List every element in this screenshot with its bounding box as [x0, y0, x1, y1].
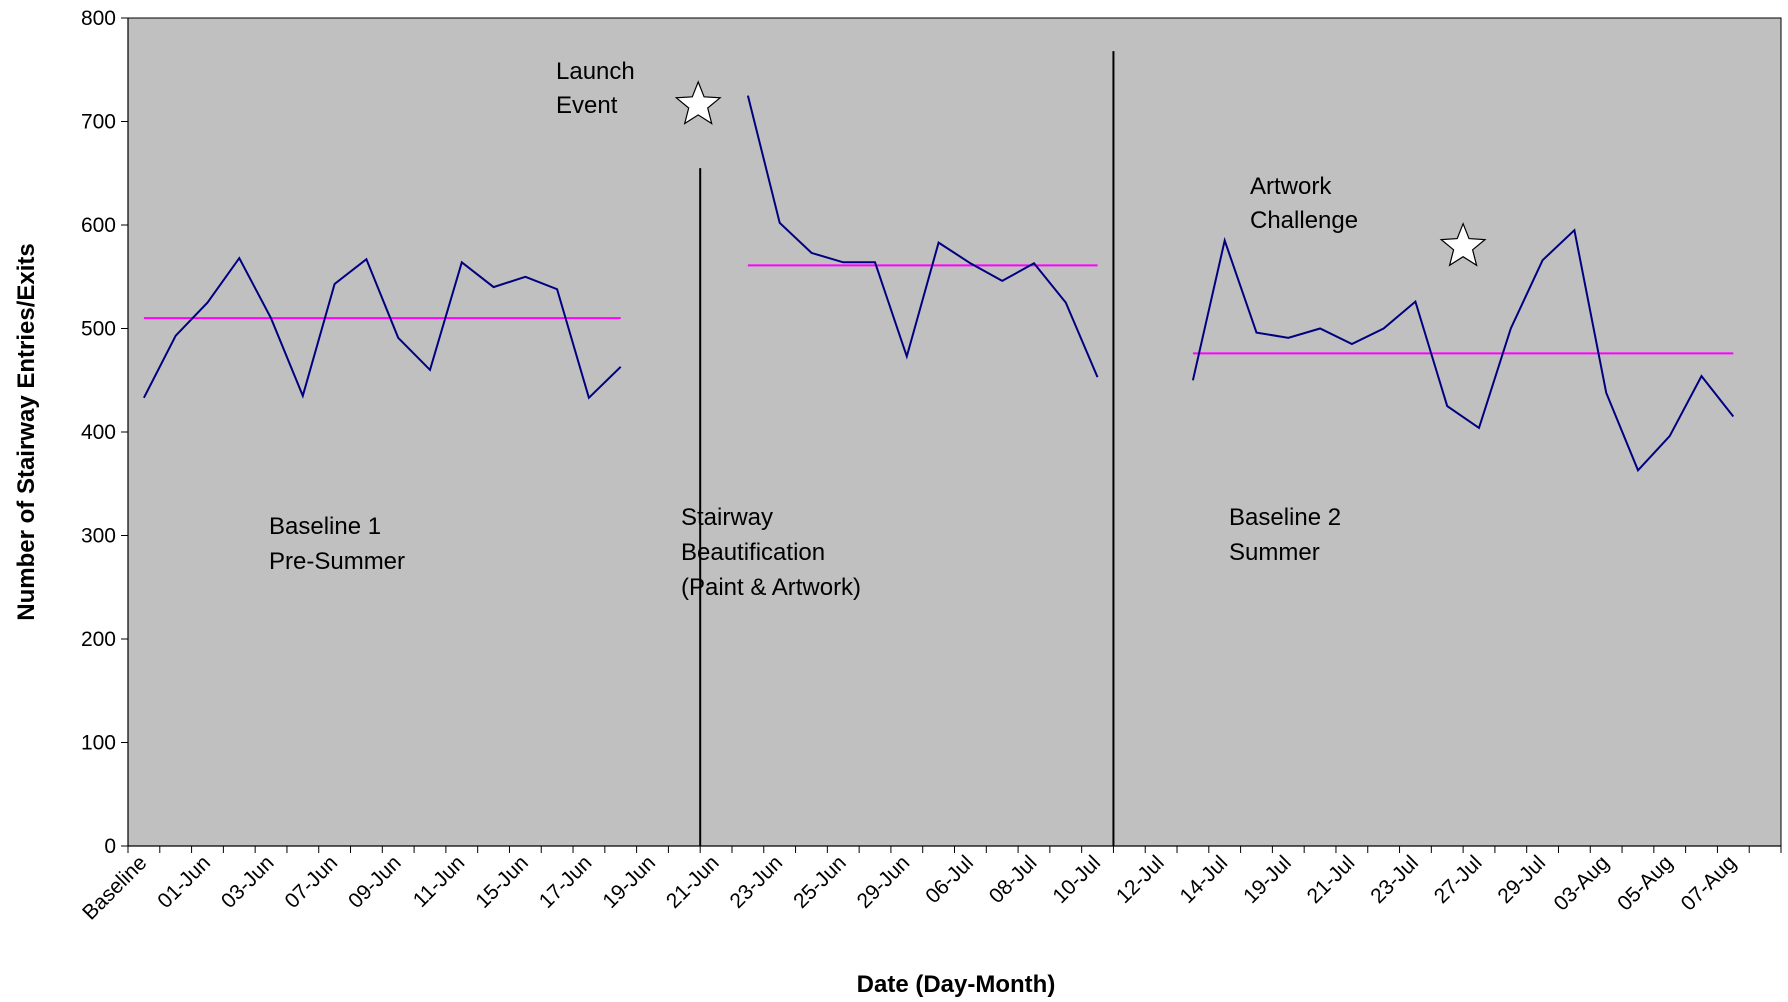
x-tick-label: 12-Jul [1112, 851, 1169, 908]
annotation-phase1-line2: Pre-Summer [269, 548, 405, 575]
y-tick-label: 400 [81, 421, 116, 444]
x-axis-ticks: Baseline 01-Jun 03-Jun 07-Jun 09-Jun 11-Jun 15… [78, 846, 1782, 925]
plot-area [127, 17, 1782, 847]
artwork-star-icon [1439, 222, 1487, 267]
x-tick-label: 03-Aug [1550, 851, 1614, 915]
annotation-launch-line1: Launch [556, 58, 635, 85]
x-tick-label: 05-Aug [1613, 851, 1677, 915]
x-tick-label: 19-Jun [598, 851, 660, 913]
annotation-phase3-line1: Baseline 2 [1229, 504, 1341, 531]
y-tick-label: 700 [81, 111, 116, 134]
annotation-artwork-line1: Artwork [1250, 173, 1332, 200]
x-axis-title: Date (Day-Month) [857, 971, 1056, 998]
x-tick-label: 23-Jun [726, 851, 788, 913]
launch-star-icon [674, 80, 722, 125]
data-series [143, 95, 1735, 473]
x-tick-label: 09-Jun [344, 851, 406, 913]
x-tick-label: 21-Jun [662, 851, 724, 913]
annotation-phase2-line3: (Paint & Artwork) [681, 574, 861, 601]
y-axis-ticks: 0 100 200 300 400 500 600 700 800 [81, 7, 128, 858]
y-tick-label: 0 [104, 835, 116, 858]
y-tick-label: 800 [81, 7, 116, 30]
x-tick-label: 03-Jun [217, 851, 279, 913]
phase-mean-lines [143, 264, 1734, 355]
x-tick-label: 10-Jul [1048, 851, 1105, 908]
x-tick-label: 07-Aug [1677, 851, 1741, 915]
annotation-phase2-line2: Beautification [681, 539, 825, 566]
x-tick-label: 01-Jun [153, 851, 215, 913]
y-tick-label: 600 [81, 214, 116, 237]
phase-divider-lines [699, 51, 1115, 846]
y-tick-label: 500 [81, 318, 116, 341]
x-tick-label: 07-Jun [280, 851, 342, 913]
series-line-phase-3 [1191, 228, 1735, 473]
series-line-phase-1 [143, 256, 622, 400]
x-tick-label: 11-Jun [409, 851, 470, 912]
x-tick-label: 08-Jul [985, 851, 1042, 908]
x-tick-label: 21-Jul [1303, 851, 1360, 908]
x-tick-label: 14-Jul [1176, 851, 1233, 908]
x-tick-label: 29-Jun [853, 851, 915, 913]
annotation-phase1-line1: Baseline 1 [269, 513, 381, 540]
x-tick-label: 29-Jul [1493, 851, 1550, 908]
x-tick-label: Baseline [78, 851, 151, 924]
y-tick-label: 100 [81, 732, 116, 755]
series-line-phase-2 [746, 95, 1099, 378]
x-tick-label: 15-Jun [471, 851, 533, 913]
annotation-launch-line2: Event [556, 92, 618, 119]
x-tick-label: 19-Jul [1239, 851, 1296, 908]
annotation-phase3-line2: Summer [1229, 539, 1320, 566]
x-tick-label: 25-Jun [789, 851, 851, 913]
x-tick-label: 23-Jul [1366, 851, 1423, 908]
event-markers [674, 80, 1487, 267]
x-tick-label: 06-Jul [921, 851, 978, 908]
y-tick-label: 300 [81, 525, 116, 548]
annotation-phase2-line1: Stairway [681, 504, 773, 531]
y-tick-label: 200 [81, 628, 116, 651]
annotation-artwork-line2: Challenge [1250, 207, 1358, 234]
x-tick-label: 17-Jun [535, 851, 597, 913]
y-axis-title: Number of Stairway Entries/Exits [13, 243, 40, 620]
x-tick-label: 27-Jul [1430, 851, 1487, 908]
